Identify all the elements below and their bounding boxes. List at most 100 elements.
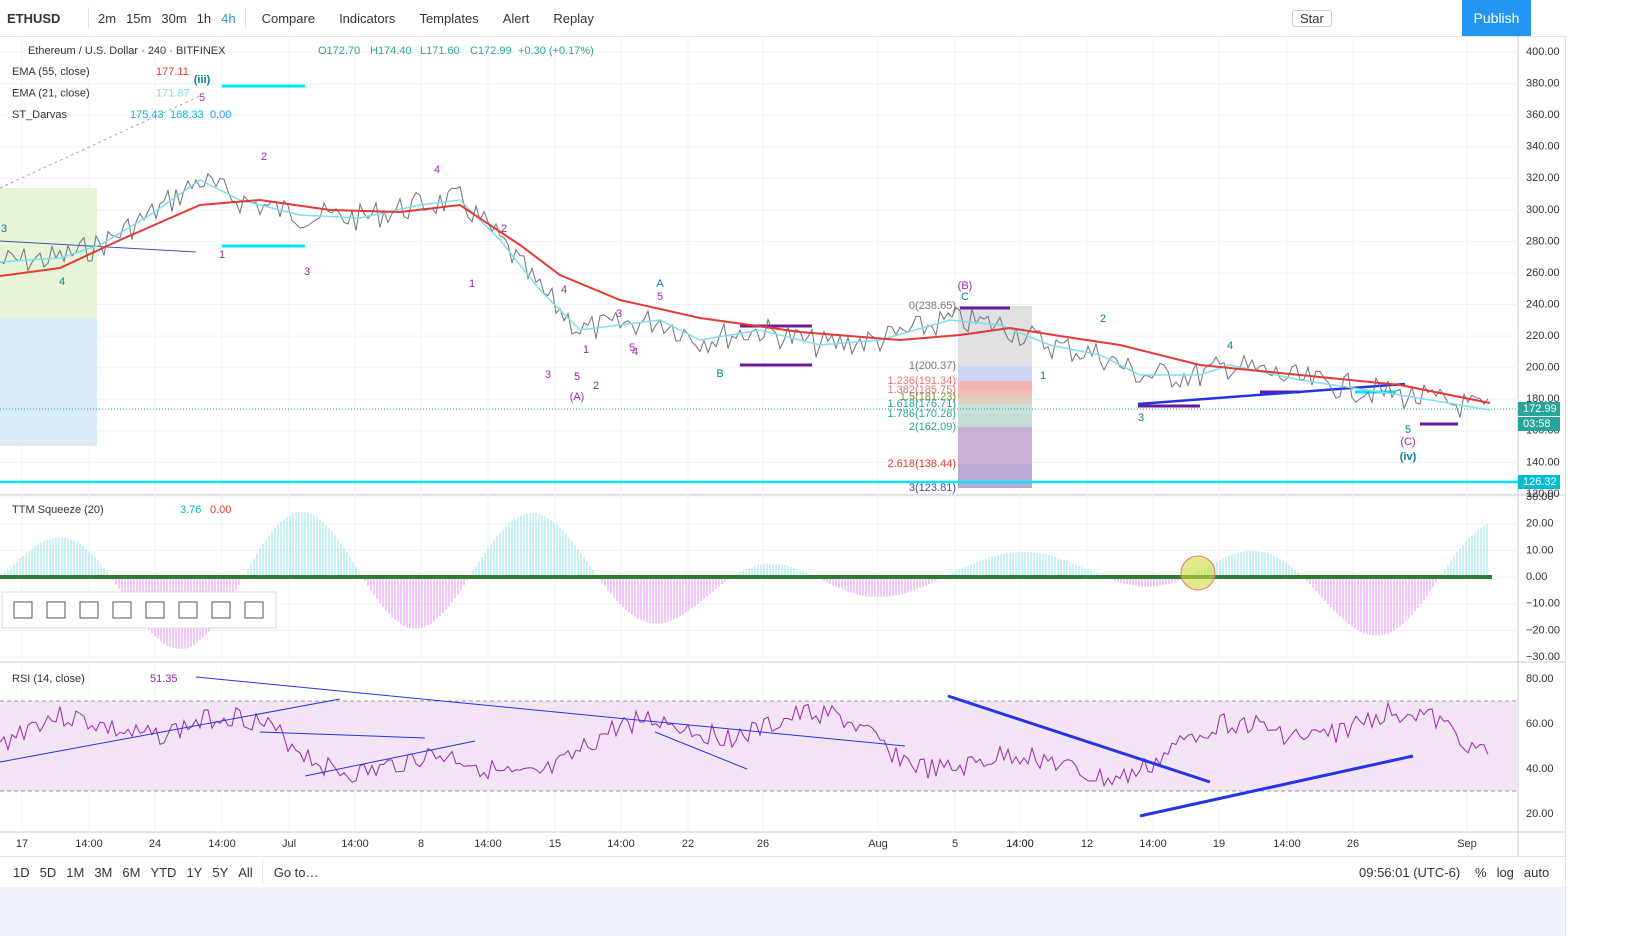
range-button[interactable]: 1M [66,864,85,880]
scale-option[interactable]: auto [1523,864,1550,880]
rsi-trend [195,676,906,747]
drawing-tool[interactable] [79,601,99,619]
drawing-tool[interactable] [13,601,33,619]
scale-option[interactable]: % [1475,864,1487,880]
drawing-tool[interactable] [211,601,231,619]
tool-button[interactable]: Replay [553,10,594,26]
ttm-axis-label: 0.00 [1526,571,1547,583]
rsi-band [0,701,1518,791]
drawing-tool[interactable] [178,601,198,619]
range-button[interactable]: All [238,864,253,880]
time-label: 8 [418,838,424,850]
fib-band [958,381,1032,390]
range-button[interactable]: YTD [150,864,177,880]
ttm-value: 3.76 [180,504,201,516]
fib-label: 1.618(176.71) [888,398,957,410]
fib-band [958,390,1032,397]
price-label: 380.00 [1526,77,1560,89]
tool-button[interactable]: Templates [419,10,479,26]
range-button[interactable]: 1D [13,864,30,880]
rsi-axis-label: 20.00 [1526,808,1554,820]
trend-line [0,95,201,189]
tool-button[interactable]: Compare [261,10,316,26]
time-label: 14:00 [607,838,635,850]
time-label: 14:00 [474,838,502,850]
range-button[interactable]: 1Y [186,864,203,880]
rsi-trend [947,694,1211,784]
range-button[interactable]: 3M [94,864,113,880]
drawing-tool[interactable] [112,601,132,619]
time-label: 14:00 [341,838,369,850]
wave-label: 1 [583,344,589,356]
wave-label: (A) [570,391,585,403]
symbol[interactable]: ETHUSD [7,10,61,26]
range-box [0,318,97,446]
drawing-tool[interactable] [46,601,66,619]
scale-option[interactable]: log [1496,864,1514,880]
interval[interactable]: 4h [221,10,236,26]
tool-button[interactable]: Alert [502,10,530,26]
interval[interactable]: 1h [196,10,212,26]
fib-label: 1.786(170.28) [888,408,957,420]
wave-label: 4 [632,346,638,358]
tool-button[interactable]: Indicators [339,10,396,26]
time-label: Aug [868,838,888,850]
separator [244,7,246,29]
price-label: 140.00 [1526,456,1560,468]
price-label: 120.00 [1526,488,1560,500]
interval[interactable]: 2m [98,10,117,26]
rsi-axis-label: 60.00 [1526,718,1554,730]
interval[interactable]: 15m [126,10,152,26]
wave-label: 5 [574,371,580,383]
drawing-tool[interactable] [244,601,264,619]
wave-label: (iii) [194,74,211,86]
fib-label: 1.382(185.75) [888,384,957,396]
study-value: 0.00 [210,109,231,121]
time-label: 17 [16,838,28,850]
price-label: 360.00 [1526,109,1560,121]
range-button[interactable]: 5Y [212,864,229,880]
time-label: 12 [1081,838,1093,850]
ohlc: C172.99 [470,45,512,57]
rsi-axis-label: 80.00 [1526,673,1554,685]
tools: Compare Indicators Templates Alert Replay [250,11,606,26]
study-value: 175.43 [130,109,164,121]
wave-label: 3 [616,308,622,320]
price-tag [1518,475,1560,489]
time-label: 26 [1347,838,1359,850]
wave-label: 1 [1040,370,1046,382]
publish-button[interactable]: Publish [1462,0,1531,36]
star-button[interactable]: Star [1292,9,1332,27]
range-button[interactable]: 5D [39,864,57,880]
price-label: 300.00 [1526,204,1560,216]
fib-label: 1.236(191.34) [888,375,957,387]
wave-label: A [656,278,664,290]
clock: 09:56:01 (UTC-6) [1359,864,1461,880]
wave-label: 3 [1,223,7,235]
ttm-axis-label: −20.00 [1526,624,1560,636]
range-button[interactable]: 6M [122,864,141,880]
wave-label: 1 [219,249,225,261]
wave-label: 4 [59,276,65,288]
drawing-tool[interactable] [145,601,165,619]
fib-label: 1(200.37) [909,360,956,372]
time-label: Sep [1457,838,1477,850]
wave-label: 3 [545,369,551,381]
scale-options: % log auto [1470,865,1554,880]
interval[interactable]: 30m [161,10,187,26]
wave-label: 1 [469,278,475,290]
wave-label: B [716,368,723,380]
bottom-toolbar: 1D 5D 1M 3M 6M YTD 1Y 5Y All Go to… 09:56:01 (UT… [0,856,1565,887]
price-tag-label: 03:58 [1523,418,1551,430]
rsi-trend [304,740,476,777]
fib-band [958,404,1032,414]
rsi-line [0,701,1489,788]
ttm-axis-label: 20.00 [1526,518,1554,530]
time-label: 15 [549,838,561,850]
time-label: 14:00 [1139,838,1167,850]
wave-label: 2 [501,223,507,235]
goto[interactable]: Go to… [273,864,319,880]
ttm-axis-label: −10.00 [1526,598,1560,610]
ohlc: H174.40 [370,45,412,57]
wave-label: 4 [1227,340,1233,352]
